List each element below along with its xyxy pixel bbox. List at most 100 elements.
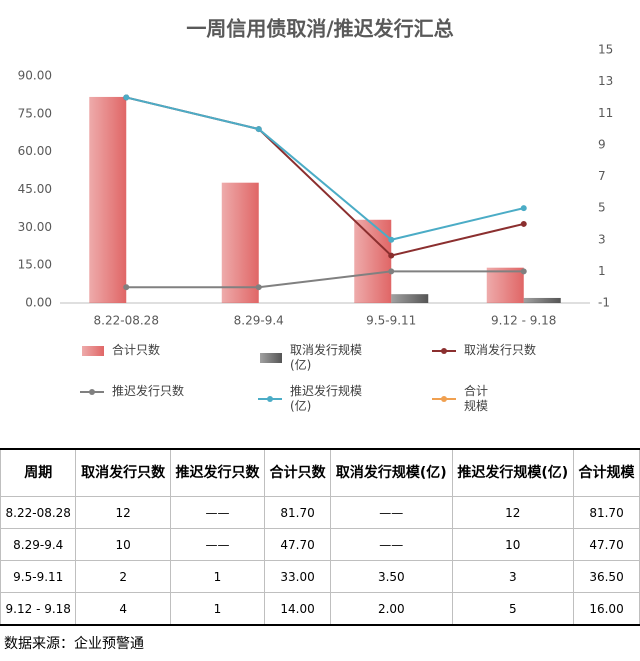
- table-cell: 14.00: [264, 592, 332, 626]
- legend-label: 取消发行只数: [464, 343, 537, 357]
- table-cell: 12: [75, 496, 171, 529]
- table-cell: 1: [169, 560, 266, 593]
- point: [388, 252, 395, 259]
- y2-tick-label: 5: [598, 201, 606, 215]
- table-row: 8.22-08.28 12 —— 81.70 —— 12 81.70: [0, 496, 640, 529]
- table-cell: 8.29-9.4: [0, 528, 77, 561]
- table-header-cell: 取消发行只数: [75, 448, 171, 497]
- y2-tick-label: 13: [598, 74, 613, 88]
- y2-tick-label: 7: [598, 169, 606, 183]
- bar: [221, 182, 259, 303]
- table-header-cell: 合计只数: [264, 448, 332, 497]
- table-cell: 1: [169, 592, 266, 626]
- table-cell: 81.70: [573, 496, 640, 529]
- table-cell: ——: [169, 528, 266, 561]
- table-row: 9.12 - 9.18 4 1 14.00 2.00 5 16.00: [0, 592, 640, 626]
- legend-swatch: [432, 347, 456, 354]
- point: [388, 236, 395, 243]
- table-row: 8.29-9.4 10 —— 47.70 —— 10 47.70: [0, 528, 640, 561]
- table-header-cell: 周期: [0, 448, 77, 497]
- table-cell: 16.00: [573, 592, 640, 626]
- point: [520, 220, 527, 227]
- legend-label: 推迟发行只数: [112, 384, 185, 398]
- bar: [523, 297, 561, 303]
- legend-item: 合计只数: [80, 343, 202, 358]
- legend-swatch-bar: [260, 353, 282, 363]
- table-header-cell: 推迟发行只数: [169, 448, 266, 497]
- legend-item: 推迟发行规模(亿): [258, 384, 380, 414]
- y2-tick-label: 9: [598, 137, 606, 151]
- legend-swatch-dot: [89, 388, 95, 395]
- point: [123, 284, 130, 291]
- table-cell: 9.12 - 9.18: [0, 592, 77, 626]
- bar: [391, 294, 429, 303]
- legend-swatch: [80, 388, 104, 395]
- y2-tick-label: 3: [598, 232, 606, 246]
- legend-label: 合计规模: [464, 384, 489, 413]
- x-tick-label: 8.29-9.4: [234, 314, 284, 328]
- table-cell: 9.5-9.11: [0, 560, 77, 593]
- point: [520, 205, 527, 212]
- legend: 合计只数 取消发行规模(亿) 取消发行只数推迟发行只数 推迟发行规模(亿) 合计规模: [0, 335, 640, 415]
- table-header-cell: 合计规模: [573, 448, 640, 497]
- bar: [354, 219, 392, 303]
- table-cell: 8.22-08.28: [0, 496, 77, 529]
- legend-swatch-dot: [441, 347, 447, 354]
- legend-item: 合计规模: [432, 384, 490, 414]
- table-cell: 81.70: [264, 496, 332, 529]
- table-cell: 2.00: [330, 592, 453, 626]
- legend-swatch: [82, 345, 104, 356]
- legend-swatch: [258, 396, 282, 402]
- y-tick-label: 75.00: [18, 106, 52, 120]
- table-row: 9.5-9.11 2 1 33.00 3.50 3 36.50: [0, 560, 640, 593]
- y2-tick-label: 11: [598, 106, 613, 120]
- x-tick-label: 9.5-9.11: [366, 314, 416, 328]
- legend-swatch-dot: [441, 396, 447, 402]
- table: 周期 取消发行只数 推迟发行只数 合计只数 取消发行规模(亿) 推迟发行规模(亿) 合计规模…: [0, 448, 640, 626]
- table-cell: 47.70: [264, 528, 332, 561]
- y-tick-label: 60.00: [18, 144, 52, 158]
- table-cell: 47.70: [573, 528, 640, 561]
- legend-item: 推迟发行只数: [80, 384, 202, 399]
- table-cell: 3: [451, 560, 575, 593]
- legend-label: 推迟发行规模(亿): [290, 384, 363, 413]
- legend-label: 合计只数: [112, 343, 161, 357]
- line: [126, 96, 524, 241]
- legend-item: 取消发行只数: [432, 343, 554, 358]
- y-tick-label: 15.00: [18, 258, 52, 272]
- table-header-cell: 取消发行规模(亿): [330, 448, 453, 497]
- legend-item: 取消发行规模(亿): [258, 343, 380, 373]
- table-cell: 2: [75, 560, 171, 593]
- table-cell: 4: [75, 592, 171, 626]
- table-cell: 36.50: [573, 560, 640, 593]
- x-tick-label: 8.22-08.28: [94, 314, 159, 328]
- point: [123, 94, 130, 101]
- legend-swatch-bar: [82, 345, 104, 356]
- line: [126, 96, 524, 257]
- legend-swatch: [432, 396, 456, 402]
- bar: [486, 267, 524, 303]
- legend-swatch-dot: [267, 396, 273, 402]
- chart: 一周信用债取消/推迟发行汇总 0.00 15.00 30.00 45.00 60.00 7…: [18, 17, 614, 328]
- x-tick-label: 9.12 - 9.18: [491, 314, 556, 328]
- y2-tick-label: 1: [598, 264, 606, 278]
- table-cell: ——: [169, 496, 266, 529]
- y-tick-label: 0.00: [25, 296, 52, 310]
- table-cell: 3.50: [330, 560, 453, 593]
- chart-title: 一周信用债取消/推迟发行汇总: [186, 17, 453, 41]
- table-header-cell: 推迟发行规模(亿): [451, 448, 575, 497]
- bar: [89, 96, 127, 303]
- y-tick-label: 90.00: [18, 69, 52, 83]
- table-cell: 10: [451, 528, 575, 561]
- point: [255, 284, 262, 291]
- y-tick-label: 45.00: [18, 182, 52, 196]
- table-cell: 5: [451, 592, 575, 626]
- table-cell: 10: [75, 528, 171, 561]
- y-tick-label: 30.00: [18, 220, 52, 234]
- line: [126, 270, 524, 289]
- y2-tick-label: 15: [598, 43, 613, 57]
- legend-swatch: [260, 353, 282, 363]
- legend-label: 取消发行规模(亿): [290, 343, 363, 372]
- point: [255, 126, 262, 133]
